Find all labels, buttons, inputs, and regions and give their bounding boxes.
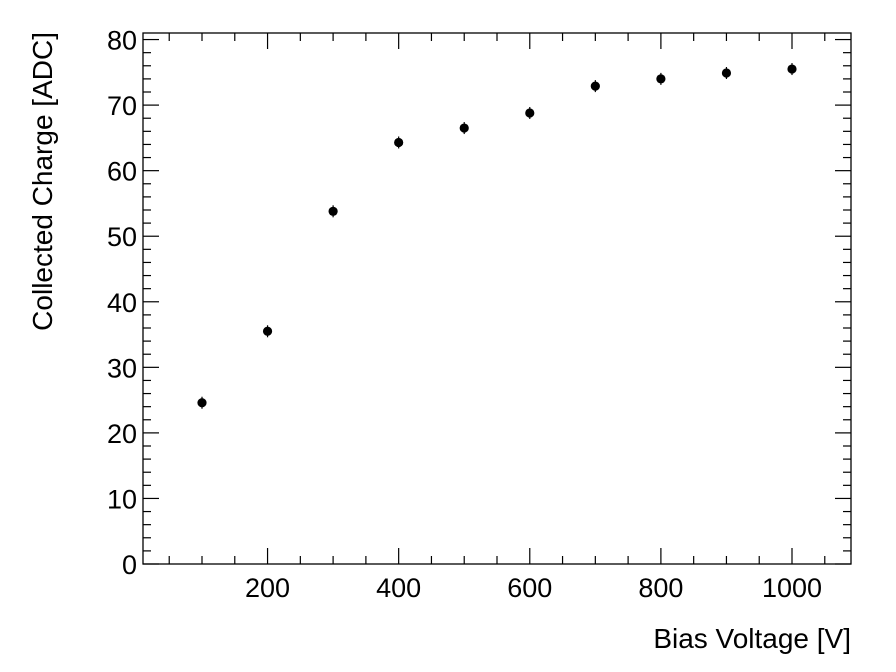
x-tick-label: 600 bbox=[507, 573, 552, 603]
x-tick-label: 400 bbox=[376, 573, 421, 603]
axes bbox=[142, 32, 852, 565]
y-tick-label: 20 bbox=[107, 419, 137, 449]
x-tick-label: 800 bbox=[638, 573, 683, 603]
y-tick-label: 70 bbox=[107, 91, 137, 121]
x-tick-label: 200 bbox=[245, 573, 290, 603]
y-tick-label: 30 bbox=[107, 353, 137, 383]
y-axis-title: Collected Charge [ADC] bbox=[27, 32, 58, 331]
x-tick-label: 1000 bbox=[762, 573, 822, 603]
y-tick-label: 0 bbox=[122, 550, 137, 580]
plot-frame bbox=[142, 32, 852, 565]
y-tick-label: 50 bbox=[107, 222, 137, 252]
data-point bbox=[459, 123, 469, 133]
y-tick-label: 10 bbox=[107, 484, 137, 514]
data-point bbox=[721, 68, 732, 78]
data-point bbox=[656, 74, 666, 84]
data-point bbox=[787, 64, 797, 74]
x-axis-title: Bias Voltage [V] bbox=[653, 623, 851, 654]
tick-labels: 200 400 600 800 1000 0 10 20 30 40 50 60 70 80 bbox=[107, 26, 822, 603]
data-point bbox=[590, 81, 600, 91]
data-point bbox=[328, 206, 338, 216]
y-tick-label: 40 bbox=[107, 288, 137, 318]
data-point bbox=[525, 108, 535, 118]
data-point bbox=[262, 326, 273, 336]
y-tick-label: 60 bbox=[107, 157, 137, 187]
data-point bbox=[394, 137, 404, 148]
data-points bbox=[197, 63, 797, 409]
data-point bbox=[197, 398, 207, 408]
ticks bbox=[143, 33, 851, 565]
y-tick-label: 80 bbox=[107, 26, 137, 56]
